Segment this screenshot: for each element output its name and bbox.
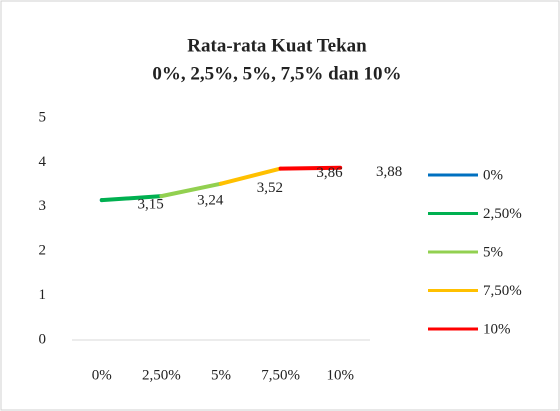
y-tick-label: 3 bbox=[39, 198, 47, 214]
y-tick-label: 2 bbox=[39, 243, 47, 259]
chart-subtitle: 0%, 2,5%, 5%, 7,5% dan 10% bbox=[152, 63, 401, 84]
legend-label: 0% bbox=[483, 167, 503, 183]
chart-title: Rata-rata Kuat Tekan bbox=[187, 35, 367, 56]
legend-label: 2,50% bbox=[483, 206, 522, 222]
data-label: 3,86 bbox=[316, 165, 343, 181]
x-tick-label: 10% bbox=[326, 367, 354, 383]
y-tick-label: 4 bbox=[39, 154, 47, 170]
x-tick-label: 0% bbox=[92, 367, 112, 383]
line-segment bbox=[278, 165, 343, 171]
line-segment bbox=[99, 194, 164, 203]
legend-label: 10% bbox=[483, 321, 511, 337]
x-tick-label: 2,50% bbox=[142, 367, 181, 383]
y-tick-label: 0 bbox=[39, 331, 47, 347]
data-label: 3,88 bbox=[376, 164, 402, 180]
data-label: 3,15 bbox=[138, 197, 164, 213]
x-tick-label: 5% bbox=[211, 367, 231, 383]
data-label: 3,24 bbox=[197, 193, 224, 209]
line-segment bbox=[219, 166, 283, 186]
legend-label: 7,50% bbox=[483, 283, 522, 299]
data-label: 3,52 bbox=[257, 180, 283, 196]
x-tick-label: 7,50% bbox=[261, 367, 300, 383]
y-tick-label: 5 bbox=[39, 109, 47, 125]
line-segment bbox=[159, 181, 223, 199]
y-tick-label: 1 bbox=[39, 287, 47, 303]
legend-label: 5% bbox=[483, 244, 503, 260]
